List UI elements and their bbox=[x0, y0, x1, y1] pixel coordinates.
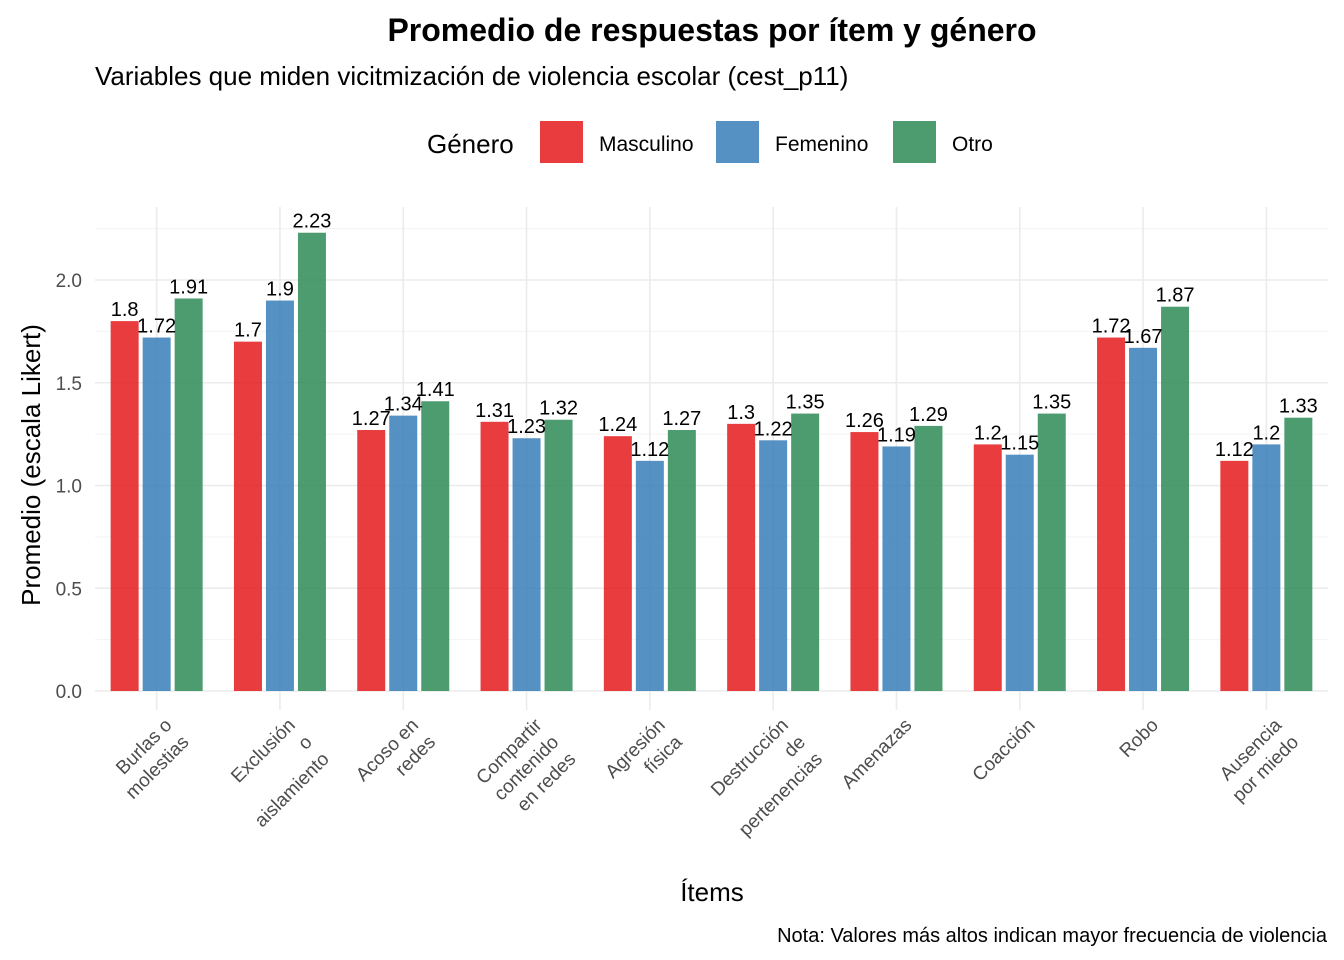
data-label: 1.34 bbox=[384, 394, 423, 416]
bar-otro bbox=[667, 430, 696, 691]
bar-femenino bbox=[512, 438, 541, 691]
x-tick-label-line: Exclusión bbox=[227, 715, 299, 787]
data-label: 1.7 bbox=[234, 320, 262, 342]
bar-masculino bbox=[850, 432, 879, 691]
bar-femenino bbox=[1005, 454, 1034, 691]
x-tick-label-line: Coacción bbox=[969, 715, 1040, 786]
data-label: 1.12 bbox=[630, 439, 669, 461]
bar-femenino bbox=[265, 300, 294, 691]
data-label: 1.24 bbox=[598, 414, 637, 436]
x-tick-label-line: o bbox=[294, 732, 316, 754]
x-axis-title: Ítems bbox=[680, 877, 744, 907]
data-label: 1.2 bbox=[1252, 422, 1280, 444]
data-label: 1.27 bbox=[352, 408, 391, 430]
bar-masculino bbox=[727, 423, 756, 691]
x-tick-label-line: Robo bbox=[1116, 715, 1163, 762]
legend-label-otro: Otro bbox=[952, 133, 993, 156]
x-tick-label: Coacción bbox=[969, 715, 1040, 786]
data-label: 1.29 bbox=[909, 404, 948, 426]
y-axis-ticks: 0.0 0.5 1.0 1.5 2.0 bbox=[56, 271, 82, 703]
x-tick-label-line: Amenazas bbox=[838, 715, 916, 793]
bar-femenino bbox=[759, 440, 788, 691]
data-label: 1.23 bbox=[507, 416, 546, 438]
data-label: 1.26 bbox=[845, 410, 884, 432]
y-axis-title: Promedio (escala Likert) bbox=[16, 324, 46, 606]
data-label: 1.3 bbox=[727, 402, 755, 424]
y-tick-label: 1.0 bbox=[56, 477, 82, 498]
data-label: 1.35 bbox=[786, 392, 825, 414]
chart-title: Promedio de respuestas por ítem y género bbox=[387, 12, 1036, 48]
legend-key-masculino bbox=[540, 121, 583, 163]
y-tick-label: 2.0 bbox=[56, 271, 82, 292]
bar-otro bbox=[1037, 413, 1066, 691]
bar-masculino bbox=[233, 341, 262, 691]
data-label: 1.8 bbox=[111, 299, 139, 321]
legend-title: Género bbox=[427, 129, 514, 159]
data-label: 1.87 bbox=[1156, 285, 1195, 307]
bar-masculino bbox=[1097, 337, 1126, 691]
bar-otro bbox=[914, 425, 943, 691]
bar-otro bbox=[1284, 417, 1313, 691]
bar-otro bbox=[421, 401, 450, 691]
legend-key-otro bbox=[893, 121, 936, 163]
bar-masculino bbox=[480, 421, 509, 691]
data-label: 1.91 bbox=[169, 276, 208, 298]
y-tick-label: 1.5 bbox=[56, 374, 82, 395]
data-label: 1.72 bbox=[1092, 316, 1131, 338]
data-label: 1.41 bbox=[416, 379, 455, 401]
x-tick-label: Robo bbox=[1116, 715, 1163, 762]
data-label: 1.72 bbox=[137, 316, 176, 338]
data-label: 1.33 bbox=[1279, 396, 1318, 418]
data-label: 1.22 bbox=[754, 418, 793, 440]
data-label: 1.67 bbox=[1124, 326, 1163, 348]
data-label: 1.35 bbox=[1032, 392, 1071, 414]
legend-label-femenino: Femenino bbox=[775, 133, 868, 156]
bar-masculino bbox=[603, 436, 632, 691]
data-label: 1.9 bbox=[266, 279, 294, 301]
data-label: 2.23 bbox=[292, 211, 331, 233]
data-label: 1.31 bbox=[475, 400, 514, 422]
bar-femenino bbox=[882, 446, 911, 691]
legend: Género Masculino Femenino Otro bbox=[427, 121, 993, 163]
bar-femenino bbox=[389, 415, 418, 691]
data-label: 1.19 bbox=[877, 424, 916, 446]
chart-subtitle: Variables que miden vicitmización de vio… bbox=[95, 61, 848, 91]
y-tick-label: 0.0 bbox=[56, 682, 82, 703]
bar-femenino bbox=[1252, 444, 1281, 691]
bar-masculino bbox=[357, 430, 386, 691]
bar-otro bbox=[1161, 306, 1190, 691]
bar-otro bbox=[297, 232, 326, 692]
data-label: 1.27 bbox=[662, 408, 701, 430]
bar-otro bbox=[544, 419, 573, 691]
data-label: 1.15 bbox=[1000, 433, 1039, 455]
data-label: 1.32 bbox=[539, 398, 578, 420]
x-tick-label: Amenazas bbox=[838, 715, 916, 793]
bar-masculino bbox=[110, 321, 139, 691]
y-tick-label: 0.5 bbox=[56, 579, 82, 600]
bar-femenino bbox=[142, 337, 171, 691]
bar-otro bbox=[174, 298, 203, 691]
bar-masculino bbox=[1220, 460, 1249, 691]
legend-label-masculino: Masculino bbox=[599, 133, 694, 156]
legend-key-femenino bbox=[716, 121, 759, 163]
bar-otro bbox=[791, 413, 820, 691]
chart-caption: Nota: Valores más altos indican mayor fr… bbox=[777, 925, 1328, 947]
data-label: 1.2 bbox=[974, 422, 1002, 444]
bar-masculino bbox=[973, 444, 1002, 691]
data-label: 1.12 bbox=[1215, 439, 1254, 461]
bar-femenino bbox=[635, 460, 664, 691]
bar-femenino bbox=[1129, 347, 1158, 691]
bars bbox=[110, 232, 1313, 692]
data-labels: 1.8 1.7 1.27 1.31 1.24 1.3 1.26 1.2 1.72 1.12 1.72… bbox=[111, 211, 1318, 461]
